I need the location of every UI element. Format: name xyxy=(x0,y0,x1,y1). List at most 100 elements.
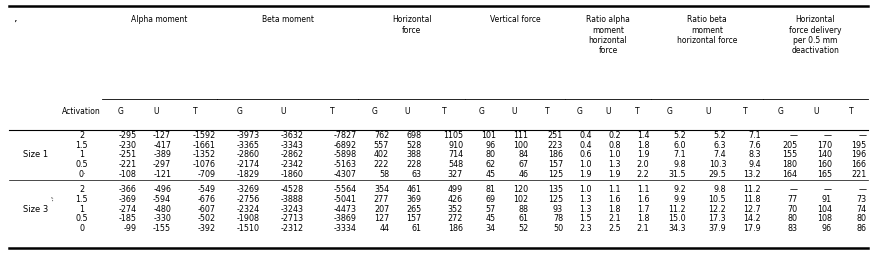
Text: -2862: -2862 xyxy=(281,150,303,159)
Text: 1.5: 1.5 xyxy=(75,141,88,150)
Text: 125: 125 xyxy=(548,195,563,204)
Text: -121: -121 xyxy=(153,170,171,179)
Text: 1.5: 1.5 xyxy=(579,214,592,224)
Text: 2.3: 2.3 xyxy=(579,224,592,233)
Text: 7.1: 7.1 xyxy=(674,150,686,159)
Text: -155: -155 xyxy=(153,224,171,233)
Text: -594: -594 xyxy=(153,195,171,204)
Text: Ratio beta
moment
horizontal force: Ratio beta moment horizontal force xyxy=(677,15,737,45)
Text: 388: 388 xyxy=(407,150,422,159)
Text: Alpha moment: Alpha moment xyxy=(132,15,188,24)
Text: 0.2: 0.2 xyxy=(608,131,621,140)
Text: Ratio alpha
moment
horizontal
force: Ratio alpha moment horizontal force xyxy=(586,15,630,55)
Text: T: T xyxy=(442,107,446,116)
Text: -5564: -5564 xyxy=(333,185,357,194)
Text: T: T xyxy=(545,107,550,116)
Text: -1829: -1829 xyxy=(237,170,260,179)
Text: -3343: -3343 xyxy=(281,141,303,150)
Text: U: U xyxy=(605,107,610,116)
Text: 461: 461 xyxy=(407,185,422,194)
Text: 272: 272 xyxy=(448,214,463,224)
Text: 57: 57 xyxy=(486,205,496,214)
Text: 120: 120 xyxy=(513,185,529,194)
Text: 714: 714 xyxy=(448,150,463,159)
Text: 0·: 0· xyxy=(78,170,85,179)
Text: 80: 80 xyxy=(857,214,866,224)
Text: 70: 70 xyxy=(788,205,797,214)
Text: T: T xyxy=(849,107,853,116)
Text: 17.9: 17.9 xyxy=(743,224,761,233)
Text: 205: 205 xyxy=(782,141,797,150)
Text: 7.1: 7.1 xyxy=(748,131,761,140)
Text: 37.9: 37.9 xyxy=(709,224,726,233)
Text: -330: -330 xyxy=(153,214,171,224)
Text: U: U xyxy=(153,107,159,116)
Text: 11.8: 11.8 xyxy=(744,195,761,204)
Text: T: T xyxy=(193,107,197,116)
Text: -1860: -1860 xyxy=(281,170,303,179)
Text: 1.6: 1.6 xyxy=(608,195,621,204)
Text: 15.0: 15.0 xyxy=(668,214,686,224)
Text: -369: -369 xyxy=(118,195,137,204)
Text: 61: 61 xyxy=(518,214,529,224)
Text: 2.1: 2.1 xyxy=(637,224,650,233)
Text: 402: 402 xyxy=(374,150,389,159)
Text: 265: 265 xyxy=(407,205,422,214)
Text: 1.0: 1.0 xyxy=(608,150,621,159)
Text: -496: -496 xyxy=(153,185,171,194)
Text: 0.5: 0.5 xyxy=(75,160,88,169)
Text: -2324: -2324 xyxy=(237,205,260,214)
Text: 1.5: 1.5 xyxy=(75,195,88,204)
Text: 251: 251 xyxy=(548,131,563,140)
Text: -549: -549 xyxy=(197,185,216,194)
Text: 1.0: 1.0 xyxy=(580,160,592,169)
Text: 74: 74 xyxy=(856,205,866,214)
Text: 0.8: 0.8 xyxy=(608,141,621,150)
Text: 1.6: 1.6 xyxy=(637,195,650,204)
Text: 100: 100 xyxy=(513,141,529,150)
Text: Activation: Activation xyxy=(62,107,101,116)
Text: 222: 222 xyxy=(374,160,389,169)
Text: G: G xyxy=(478,107,484,116)
Text: 327: 327 xyxy=(448,170,463,179)
Text: —: — xyxy=(824,185,832,194)
Text: 93: 93 xyxy=(553,205,563,214)
Text: -99: -99 xyxy=(124,224,137,233)
Text: 157: 157 xyxy=(407,214,422,224)
Text: 45: 45 xyxy=(486,214,496,224)
Text: 9.4: 9.4 xyxy=(748,160,761,169)
Text: -4473: -4473 xyxy=(333,205,357,214)
Text: -4528: -4528 xyxy=(281,185,303,194)
Text: 46: 46 xyxy=(518,170,529,179)
Text: 61: 61 xyxy=(412,224,422,233)
Text: 352: 352 xyxy=(448,205,463,214)
Text: 88: 88 xyxy=(518,205,529,214)
Text: -2342: -2342 xyxy=(281,160,303,169)
Text: 207: 207 xyxy=(374,205,389,214)
Text: -392: -392 xyxy=(197,224,216,233)
Text: 698: 698 xyxy=(407,131,422,140)
Text: —: — xyxy=(789,185,797,194)
Text: -127: -127 xyxy=(153,131,171,140)
Text: -607: -607 xyxy=(197,205,216,214)
Text: 7.4: 7.4 xyxy=(714,150,726,159)
Text: 140: 140 xyxy=(816,150,832,159)
Text: 125: 125 xyxy=(548,170,563,179)
Text: -366: -366 xyxy=(118,185,137,194)
Text: Size 3: Size 3 xyxy=(23,205,48,214)
Text: -1908: -1908 xyxy=(237,214,260,224)
Text: 91: 91 xyxy=(822,195,832,204)
Text: 13.2: 13.2 xyxy=(743,170,761,179)
Text: 7.6: 7.6 xyxy=(748,141,761,150)
Text: 17.3: 17.3 xyxy=(709,214,726,224)
Text: 29.5: 29.5 xyxy=(709,170,726,179)
Text: 67: 67 xyxy=(518,160,529,169)
Text: -709: -709 xyxy=(197,170,216,179)
Text: 223: 223 xyxy=(548,141,563,150)
Text: 1.9: 1.9 xyxy=(608,170,621,179)
Text: 170: 170 xyxy=(816,141,832,150)
Text: -185: -185 xyxy=(118,214,137,224)
Text: -5041: -5041 xyxy=(333,195,357,204)
Text: 1: 1 xyxy=(79,205,84,214)
Text: 62: 62 xyxy=(486,160,496,169)
